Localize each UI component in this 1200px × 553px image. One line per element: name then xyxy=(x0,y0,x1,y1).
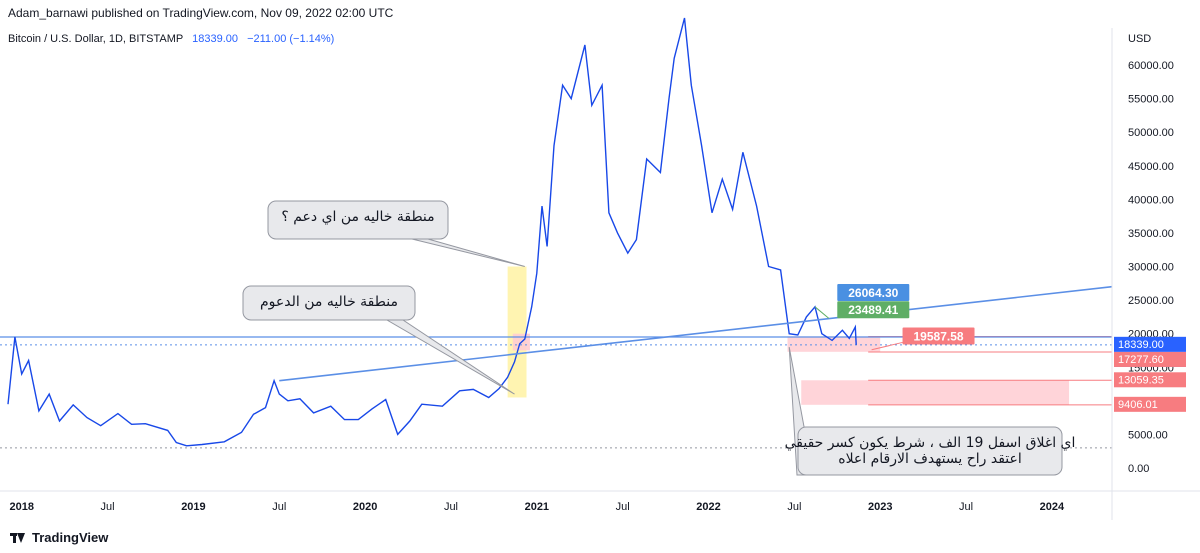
annotation-close-below[interactable] xyxy=(797,426,1063,476)
axis-price-label xyxy=(1114,372,1186,388)
price-label-text: 19587.58 xyxy=(914,329,964,343)
label-connector xyxy=(814,306,830,319)
x-tick-label: 2023 xyxy=(868,501,892,513)
axis-price-label-text: 18339.00 xyxy=(1118,339,1164,351)
x-tick-label: Jul xyxy=(444,501,458,513)
y-tick-label: 55000.00 xyxy=(1128,94,1174,106)
annotation-close-below-text: اعتقد راح يستهدف الارقام اعلاه xyxy=(838,451,1022,467)
price-label-box[interactable] xyxy=(902,327,975,345)
y-tick-label: 35000.00 xyxy=(1128,228,1174,240)
annotation-close-below-text: اي اغلاق اسفل 19 الف ، شرط يكون كسر حقيق… xyxy=(785,435,1076,451)
axis-price-label-text: 13059.35 xyxy=(1118,374,1164,386)
price-change: −211.00 (−1.14%) xyxy=(247,33,335,45)
x-tick-label: 2020 xyxy=(353,501,377,513)
y-tick-label: 60000.00 xyxy=(1128,60,1174,72)
price-label-box[interactable] xyxy=(837,301,910,319)
x-tick-label: 2018 xyxy=(9,501,33,513)
y-tick-label: 45000.00 xyxy=(1128,161,1174,173)
axis-price-label xyxy=(1114,351,1186,367)
tradingview-logo-icon xyxy=(10,531,26,545)
currency-label: USD xyxy=(1128,33,1151,45)
y-tick-label: 5000.00 xyxy=(1128,429,1168,441)
axis-price-label-text: 17277.60 xyxy=(1118,354,1164,366)
axis-price-label xyxy=(1114,336,1186,352)
y-tick-label: 50000.00 xyxy=(1128,127,1174,139)
symbol-legend: Bitcoin / U.S. Dollar, 1D, BITSTAMP 1833… xyxy=(8,33,334,45)
annotation-no-support[interactable] xyxy=(267,200,449,240)
y-tick-label: 25000.00 xyxy=(1128,295,1174,307)
axis-price-label xyxy=(1114,396,1186,412)
y-tick-label: 0.00 xyxy=(1128,463,1149,475)
x-tick-label: 2022 xyxy=(696,501,720,513)
symbol-title: Bitcoin / U.S. Dollar, 1D, BITSTAMP xyxy=(8,33,184,45)
publisher-header: Adam_barnawi published on TradingView.co… xyxy=(8,6,394,20)
annotation-no-support-pointer xyxy=(411,238,525,267)
x-tick-label: 2024 xyxy=(1040,501,1065,513)
x-tick-label: Jul xyxy=(959,501,973,513)
x-tick-label: Jul xyxy=(101,501,115,513)
y-tick-label: 30000.00 xyxy=(1128,262,1174,274)
annotation-no-supports[interactable] xyxy=(242,285,416,321)
target-zone[interactable] xyxy=(801,380,1070,405)
x-tick-label: 2021 xyxy=(525,501,549,513)
annotation-no-support-text: منطقة خاليه من اي دعم ؟ xyxy=(281,209,434,225)
y-tick-label: 40000.00 xyxy=(1128,194,1174,206)
label-connector xyxy=(871,341,903,351)
price-series-line xyxy=(7,17,857,447)
last-price: 18339.00 xyxy=(192,33,238,45)
trend-line[interactable] xyxy=(279,285,1113,382)
empty-zone-highlight xyxy=(507,266,527,398)
support-zone[interactable] xyxy=(787,336,881,352)
x-tick-label: Jul xyxy=(272,501,286,513)
price-label-text: 23489.41 xyxy=(848,303,898,317)
brand-name: TradingView xyxy=(32,530,109,545)
x-tick-label: 2019 xyxy=(181,501,205,513)
price-label-box[interactable] xyxy=(837,283,910,301)
footer-brand[interactable]: TradingView xyxy=(10,530,108,545)
x-tick-label: Jul xyxy=(616,501,630,513)
axis-price-label-text: 9406.01 xyxy=(1118,399,1158,411)
annotation-no-supports-text: منطقة خاليه من الدعوم xyxy=(260,294,398,310)
x-tick-label: Jul xyxy=(787,501,801,513)
price-label-text: 26064.30 xyxy=(848,286,898,300)
